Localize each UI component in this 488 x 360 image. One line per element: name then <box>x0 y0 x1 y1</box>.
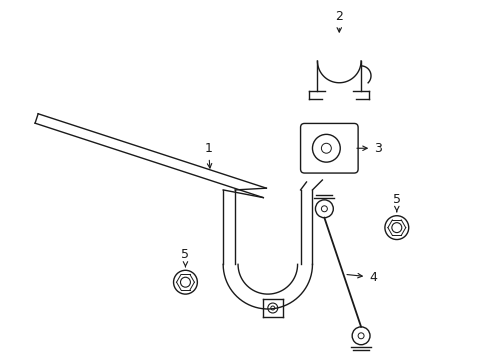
Text: 5: 5 <box>392 193 400 212</box>
Text: 5: 5 <box>181 248 189 267</box>
Text: 4: 4 <box>346 271 376 284</box>
Text: 3: 3 <box>356 142 381 155</box>
Text: 2: 2 <box>335 10 343 32</box>
Text: 1: 1 <box>204 142 212 168</box>
